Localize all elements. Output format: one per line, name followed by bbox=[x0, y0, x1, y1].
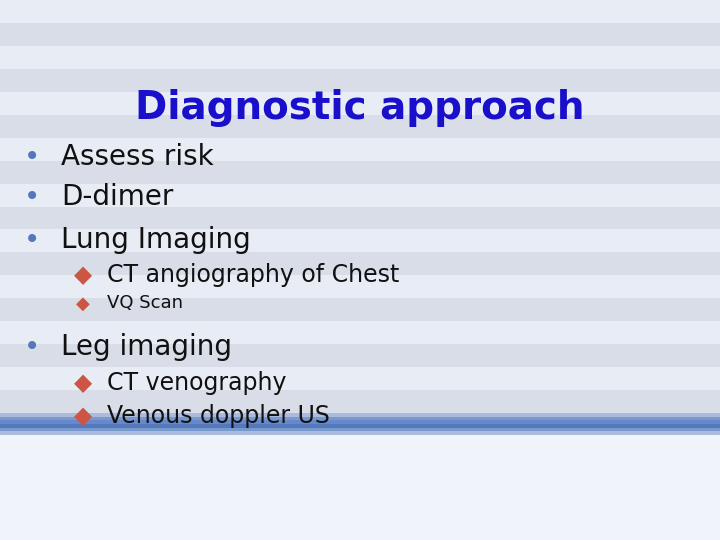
Text: VQ Scan: VQ Scan bbox=[107, 294, 183, 313]
Bar bbox=[0, 46, 720, 69]
Bar bbox=[0, 206, 720, 230]
Text: •: • bbox=[24, 143, 40, 171]
Text: Diagnostic approach: Diagnostic approach bbox=[135, 89, 585, 127]
Bar bbox=[0, 427, 720, 431]
Bar bbox=[0, 275, 720, 298]
Bar bbox=[0, 115, 720, 138]
Text: ◆: ◆ bbox=[73, 372, 92, 395]
Bar bbox=[0, 390, 720, 413]
Bar bbox=[0, 184, 720, 206]
Bar bbox=[0, 430, 720, 435]
Bar bbox=[0, 321, 720, 345]
Bar bbox=[0, 413, 720, 417]
Bar bbox=[0, 367, 720, 390]
Bar bbox=[0, 138, 720, 160]
Text: ◆: ◆ bbox=[76, 294, 90, 313]
Text: D-dimer: D-dimer bbox=[61, 183, 174, 211]
Text: •: • bbox=[24, 333, 40, 361]
Bar bbox=[0, 298, 720, 321]
Bar bbox=[0, 345, 720, 367]
Text: Lung Imaging: Lung Imaging bbox=[61, 226, 251, 254]
Bar bbox=[0, 230, 720, 252]
Bar bbox=[0, 416, 720, 420]
Bar bbox=[0, 69, 720, 92]
Text: Venous doppler US: Venous doppler US bbox=[107, 404, 330, 428]
Text: CT venography: CT venography bbox=[107, 372, 286, 395]
Text: •: • bbox=[24, 226, 40, 254]
Bar bbox=[0, 420, 720, 424]
Text: ◆: ◆ bbox=[73, 404, 92, 428]
Bar bbox=[0, 423, 720, 428]
Bar bbox=[0, 0, 720, 23]
Bar bbox=[0, 0, 720, 413]
Bar bbox=[0, 23, 720, 46]
Bar bbox=[0, 160, 720, 184]
Text: CT angiography of Chest: CT angiography of Chest bbox=[107, 264, 399, 287]
Bar bbox=[0, 435, 720, 540]
Text: Leg imaging: Leg imaging bbox=[61, 333, 232, 361]
Bar bbox=[0, 252, 720, 275]
Text: Assess risk: Assess risk bbox=[61, 143, 214, 171]
Text: •: • bbox=[24, 183, 40, 211]
Text: ◆: ◆ bbox=[73, 264, 92, 287]
Bar bbox=[0, 92, 720, 115]
